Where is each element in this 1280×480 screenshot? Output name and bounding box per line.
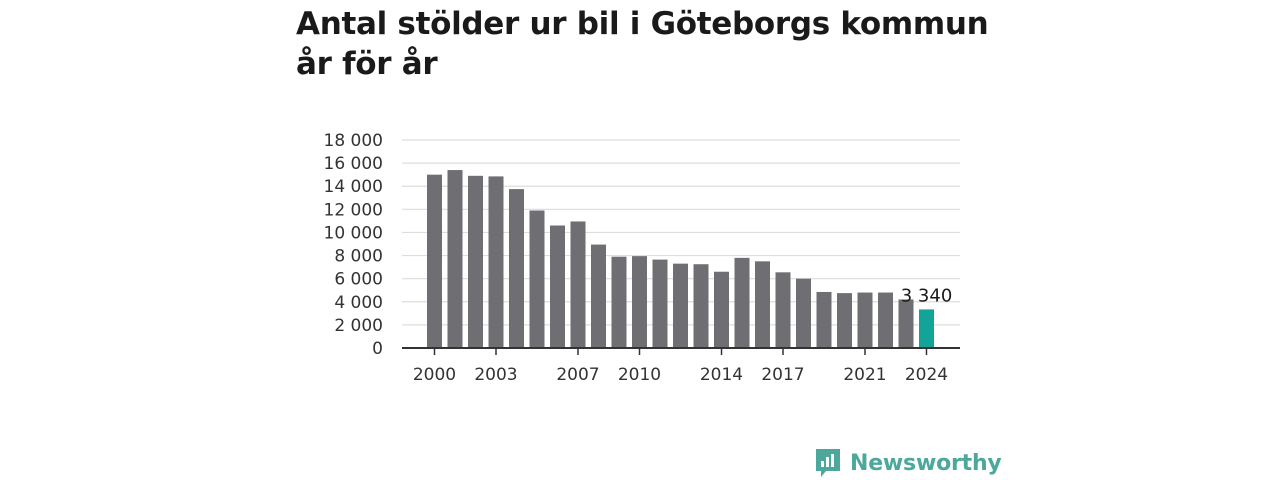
- bar: [529, 210, 545, 348]
- bar: [427, 174, 442, 348]
- y-tick-label: 14 000: [324, 177, 383, 197]
- bar: [509, 189, 524, 348]
- bar: [652, 259, 668, 348]
- bar: [673, 263, 688, 348]
- bar: [611, 256, 627, 348]
- y-tick-label: 6 000: [334, 270, 383, 290]
- chart-title-line-2: år för år: [296, 46, 438, 82]
- bar: [734, 257, 750, 348]
- brand-name: Newsworthy: [850, 450, 1002, 476]
- chart-title-line-1: Antal stölder ur bil i Göteborgs kommun: [296, 6, 989, 42]
- bar: [898, 299, 914, 348]
- data-labels: 3 340: [901, 285, 953, 306]
- bar: [447, 170, 463, 348]
- newsworthy-logo-icon: [816, 449, 840, 477]
- y-tick-label: 12 000: [324, 200, 383, 220]
- y-tick-label: 2 000: [334, 316, 383, 336]
- bar: [550, 225, 565, 348]
- brand-logo: Newsworthy: [814, 446, 1002, 480]
- bar: [570, 221, 586, 348]
- x-axis: 2000 2003 2007 2010 2014 2017 2021 2024: [402, 347, 960, 385]
- data-label-2024: 3 340: [901, 285, 953, 306]
- bar: [878, 292, 893, 348]
- bar: [755, 261, 770, 348]
- bar: [837, 293, 852, 348]
- bars: [427, 170, 934, 348]
- x-tick-label: 2003: [474, 365, 517, 385]
- y-tick-label: 10 000: [324, 223, 383, 243]
- y-tick-label: 8 000: [334, 247, 383, 267]
- x-tick-label: 2014: [700, 365, 743, 385]
- y-tick-label: 4 000: [334, 293, 383, 313]
- x-tick-label: 2017: [761, 365, 804, 385]
- bar: [714, 271, 729, 348]
- bar: [693, 264, 709, 348]
- bar: [857, 292, 873, 348]
- bar: [488, 176, 504, 348]
- x-tick-label: 2007: [556, 365, 599, 385]
- bar: [775, 272, 791, 348]
- x-tick-label: 2024: [905, 365, 948, 385]
- y-tick-label: 16 000: [324, 154, 383, 174]
- bar: [816, 291, 832, 348]
- x-tick-label: 2010: [618, 365, 661, 385]
- bar: [632, 256, 647, 348]
- y-tick-label: 18 000: [324, 131, 383, 151]
- x-tick-label: 2021: [843, 365, 886, 385]
- x-tick-label: 2000: [413, 365, 456, 385]
- y-axis-labels: 0 2 000 4 000 6 000 8 000 10 000 12 000 14 000 1…: [324, 131, 383, 359]
- bar: [796, 278, 811, 348]
- bar: [591, 244, 606, 348]
- chart-title: Antal stölder ur bil i Göteborgs kommun …: [296, 4, 1016, 84]
- bar-highlight: [919, 309, 934, 348]
- y-tick-label: 0: [372, 339, 383, 359]
- bar: [468, 175, 483, 348]
